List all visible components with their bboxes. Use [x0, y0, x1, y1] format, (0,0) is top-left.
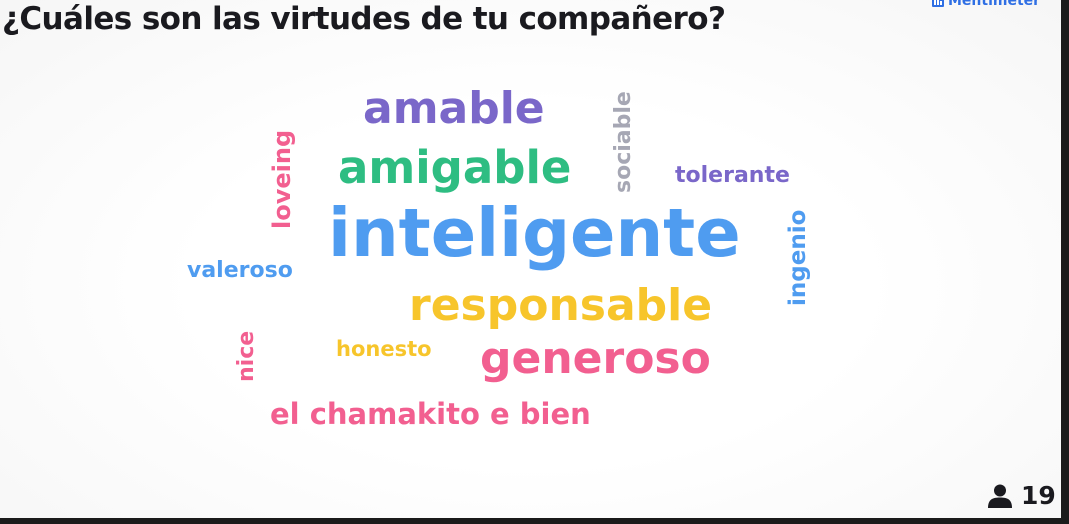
participant-count-value: 19 [1021, 481, 1056, 510]
word-amigable: amigable [338, 141, 572, 194]
word-ingenio: ingenio [785, 209, 811, 306]
word-amable: amable [363, 83, 545, 134]
word-generoso: generoso [480, 333, 711, 384]
word-nice: nice [234, 330, 259, 382]
word-inteligente: inteligente [328, 194, 741, 272]
mentimeter-brand: Mentimeter [932, 0, 1040, 9]
word-valeroso: valeroso [187, 258, 293, 283]
word-loveing: loveing [268, 129, 296, 229]
word-responsable: responsable [409, 280, 713, 331]
mentimeter-logo-icon [932, 0, 944, 7]
user-icon [988, 484, 1012, 508]
word-honesto: honesto [336, 337, 432, 361]
word-sociable: sociable [611, 91, 636, 193]
word-tolerante: tolerante [675, 163, 790, 188]
window-edge-right [1061, 0, 1069, 524]
word-el-chamakito-e-bien: el chamakito e bien [270, 397, 591, 431]
window-edge-bottom [0, 518, 1069, 524]
question-title: ¿Cuáles son las virtudes de tu compañero… [2, 1, 726, 37]
brand-name: Mentimeter [948, 0, 1041, 9]
participant-count: 19 [987, 481, 1056, 510]
